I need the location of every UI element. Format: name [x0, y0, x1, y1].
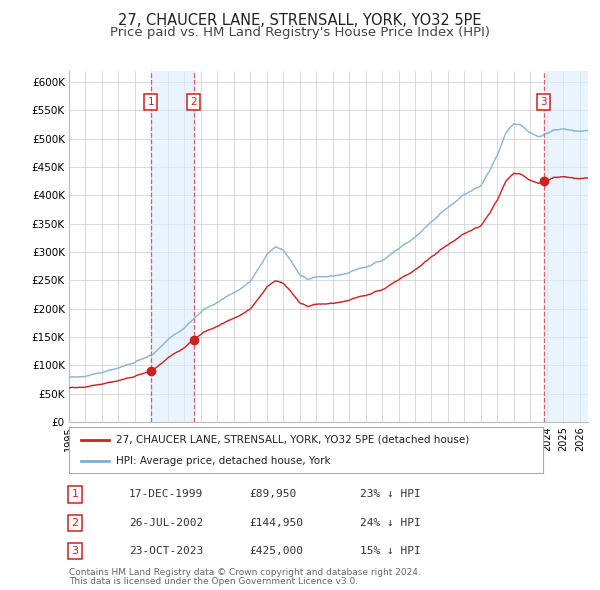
Text: 3: 3: [71, 546, 79, 556]
Text: 23% ↓ HPI: 23% ↓ HPI: [360, 490, 421, 499]
Text: £425,000: £425,000: [249, 546, 303, 556]
Text: 15% ↓ HPI: 15% ↓ HPI: [360, 546, 421, 556]
Text: 1: 1: [148, 97, 154, 107]
Text: 27, CHAUCER LANE, STRENSALL, YORK, YO32 5PE: 27, CHAUCER LANE, STRENSALL, YORK, YO32 …: [118, 13, 482, 28]
Text: Contains HM Land Registry data © Crown copyright and database right 2024.: Contains HM Land Registry data © Crown c…: [69, 568, 421, 577]
Text: HPI: Average price, detached house, York: HPI: Average price, detached house, York: [116, 455, 331, 466]
Text: 26-JUL-2002: 26-JUL-2002: [129, 518, 203, 527]
Text: 24% ↓ HPI: 24% ↓ HPI: [360, 518, 421, 527]
Text: £89,950: £89,950: [249, 490, 296, 499]
Text: This data is licensed under the Open Government Licence v3.0.: This data is licensed under the Open Gov…: [69, 578, 358, 586]
Text: 27, CHAUCER LANE, STRENSALL, YORK, YO32 5PE (detached house): 27, CHAUCER LANE, STRENSALL, YORK, YO32 …: [116, 435, 470, 445]
Text: 3: 3: [541, 97, 547, 107]
Text: 1: 1: [71, 490, 79, 499]
Bar: [552, 71, 588, 422]
Bar: [544, 71, 588, 422]
Text: Price paid vs. HM Land Registry's House Price Index (HPI): Price paid vs. HM Land Registry's House …: [110, 26, 490, 39]
Text: 2: 2: [190, 97, 197, 107]
Text: 17-DEC-1999: 17-DEC-1999: [129, 490, 203, 499]
Text: 2: 2: [71, 518, 79, 527]
Text: 23-OCT-2023: 23-OCT-2023: [129, 546, 203, 556]
Text: £144,950: £144,950: [249, 518, 303, 527]
Bar: [151, 71, 194, 422]
